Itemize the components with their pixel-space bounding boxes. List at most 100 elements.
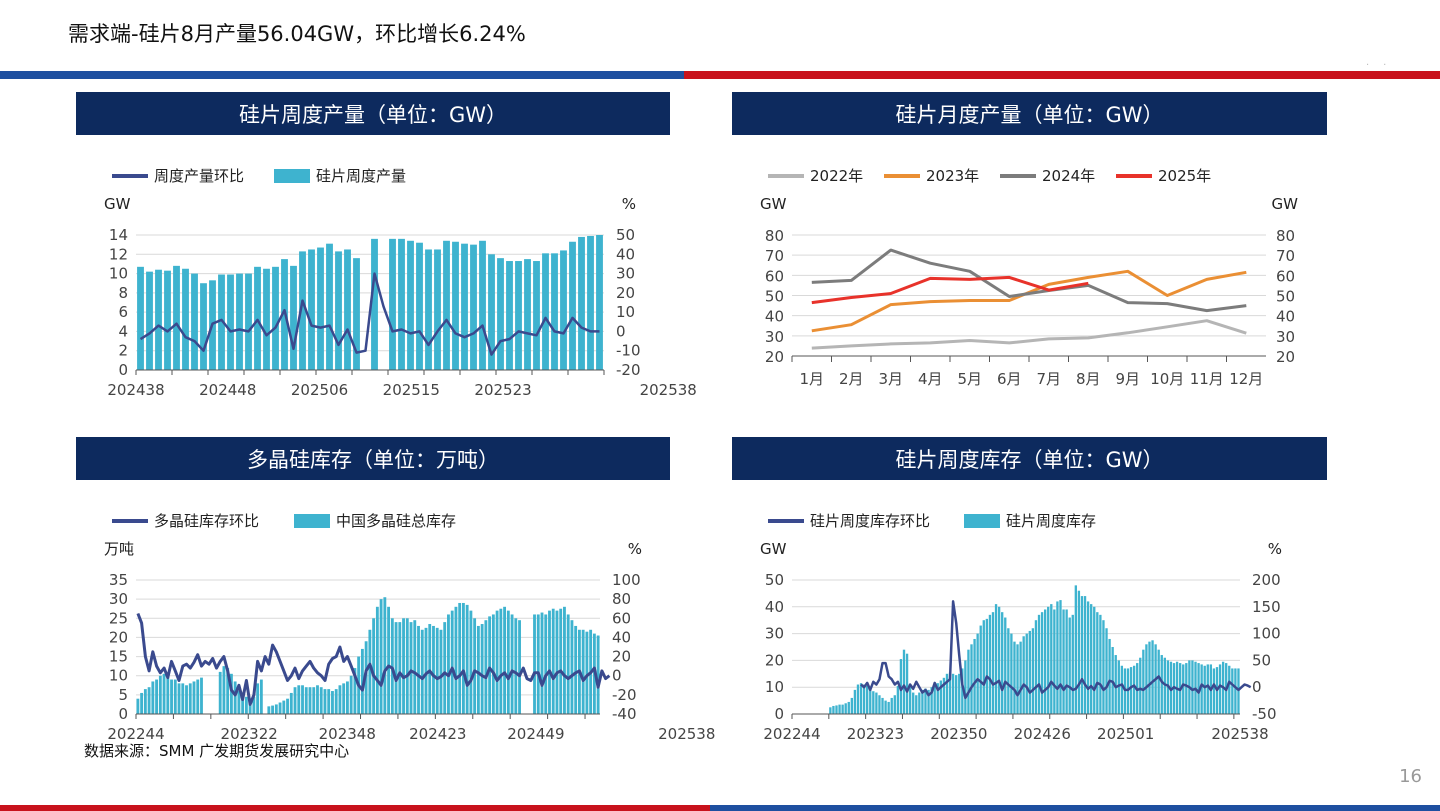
- bar: [1145, 644, 1148, 714]
- right-tick-label: 100: [612, 571, 641, 589]
- bar: [1037, 614, 1041, 714]
- bar: [450, 610, 454, 714]
- bar: [254, 266, 261, 370]
- bar: [1142, 649, 1145, 714]
- left-unit-label: GW: [760, 195, 787, 213]
- legend-label-1: 中国多晶硅总库存: [336, 512, 456, 530]
- left-tick-label: 5: [118, 686, 128, 704]
- bar: [155, 269, 162, 370]
- bar: [1191, 660, 1194, 714]
- bar: [1071, 614, 1074, 714]
- bar: [924, 688, 927, 714]
- legend-label-0: 多晶硅库存环比: [154, 512, 259, 530]
- bar: [398, 622, 402, 714]
- x-tick-label: 202244: [107, 725, 164, 743]
- left-tick-label: 10: [765, 678, 784, 696]
- bar: [1182, 664, 1185, 714]
- bar: [1206, 664, 1209, 714]
- bar: [1043, 609, 1047, 714]
- right-tick-label: 0: [612, 667, 622, 685]
- bar: [936, 683, 939, 714]
- bar: [491, 614, 495, 714]
- bar: [875, 692, 878, 714]
- bar: [274, 704, 278, 714]
- bar: [542, 253, 549, 370]
- bar: [930, 687, 933, 714]
- bar: [1231, 668, 1234, 714]
- x-tick-label: 202515: [383, 381, 440, 399]
- right-tick-label: 70: [1276, 247, 1295, 265]
- bar: [312, 687, 316, 714]
- bar: [881, 697, 884, 714]
- left-tick-label: 20: [765, 651, 784, 669]
- bar: [488, 616, 492, 714]
- left-tick-label: 50: [765, 288, 784, 306]
- bar: [973, 638, 976, 714]
- bar: [841, 704, 844, 714]
- bar: [1077, 590, 1081, 714]
- left-tick-label: 50: [765, 571, 784, 589]
- bar: [506, 261, 513, 370]
- left-tick-label: 70: [765, 247, 784, 265]
- bar: [245, 273, 252, 370]
- bar: [1185, 663, 1188, 714]
- legend-label-1: 2023年: [926, 167, 979, 185]
- left-tick-label: 60: [765, 267, 784, 285]
- bar: [218, 671, 222, 714]
- bar: [191, 273, 198, 370]
- x-tick-label: 202322: [221, 725, 278, 743]
- left-tick-label: 0: [118, 361, 128, 379]
- bar: [495, 610, 499, 714]
- bar: [297, 685, 301, 714]
- left-unit-label: GW: [104, 195, 131, 213]
- bar: [479, 240, 486, 370]
- bar: [360, 648, 364, 714]
- top-divider-red: [684, 71, 1440, 79]
- bar: [1050, 604, 1053, 714]
- bar: [548, 610, 551, 714]
- top-divider-blue: [0, 71, 684, 79]
- right-tick-label: 50: [1252, 651, 1271, 669]
- bar: [939, 680, 942, 714]
- bar: [1126, 668, 1130, 714]
- bar: [915, 695, 918, 714]
- bar: [942, 677, 946, 714]
- right-unit-label: %: [628, 540, 642, 558]
- bar: [832, 705, 835, 714]
- right-unit-label: %: [622, 195, 636, 213]
- chart-wafer-inventory: 0 10 20 30 40 50 -50 0 50 100 150 200 GW% 202244 20232…: [760, 512, 1282, 743]
- right-tick-label: 50: [1276, 288, 1295, 306]
- legend-label-0: 2022年: [810, 167, 863, 185]
- right-tick-label: -20: [616, 361, 641, 379]
- left-tick-label: 0: [774, 705, 784, 723]
- series-line-2022年: [811, 319, 1247, 350]
- bar: [301, 685, 304, 714]
- left-unit-label: GW: [760, 540, 787, 558]
- bar: [497, 258, 504, 370]
- chart-header-monthly-output: 硅片月度产量（单位：GW）: [732, 92, 1327, 135]
- bar: [308, 687, 312, 714]
- bar: [248, 700, 252, 714]
- bar: [912, 692, 915, 714]
- x-tick-label: 7月: [1036, 370, 1061, 388]
- bar: [544, 614, 548, 714]
- bar: [452, 241, 459, 370]
- bar: [1102, 620, 1105, 714]
- bar: [551, 253, 558, 370]
- left-unit-label: 万吨: [104, 540, 134, 558]
- series-line-2024年: [811, 248, 1247, 313]
- bar: [515, 261, 522, 370]
- right-tick-label: 0: [616, 322, 626, 340]
- bar: [536, 614, 540, 714]
- right-tick-label: 40: [612, 628, 631, 646]
- bar: [581, 629, 585, 714]
- bar: [443, 622, 447, 714]
- bar: [227, 274, 234, 370]
- bar: [1034, 620, 1038, 714]
- right-tick-label: 150: [1252, 598, 1281, 616]
- left-tick-label: 12: [109, 245, 128, 263]
- bar: [1099, 614, 1102, 714]
- bar: [948, 672, 952, 714]
- bar: [585, 631, 589, 714]
- bottom-divider-red: [0, 805, 710, 811]
